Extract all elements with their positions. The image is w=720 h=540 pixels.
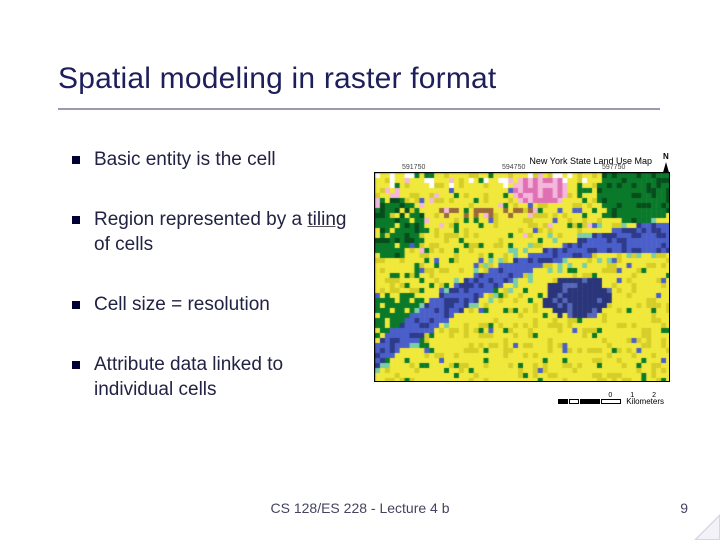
slide: Spatial modeling in raster format Basic … [0, 0, 720, 540]
bullet-text: Cell size = resolution [94, 293, 356, 317]
bullet-post: of cells [94, 234, 153, 255]
list-item: Cell size = resolution [72, 293, 356, 317]
bullet-marker-icon [72, 301, 80, 309]
slide-footer: CS 128/ES 228 - Lecture 4 b [0, 500, 720, 516]
axis-tick-label: 594750 [502, 164, 525, 171]
scalebar-segment [569, 399, 579, 404]
bullet-text: Basic entity is the cell [94, 148, 356, 172]
bullet-text: Region represented by a tiling of cells [94, 208, 356, 257]
title-underline [58, 108, 660, 110]
list-item: Attribute data linked to individual cell… [72, 353, 356, 402]
axis-tick-label: 591750 [402, 164, 425, 171]
bullet-marker-icon [72, 216, 80, 224]
bullet-text: Attribute data linked to individual cell… [94, 353, 356, 402]
bullet-underlined: tiling [307, 209, 346, 230]
axis-tick-label: 597750 [602, 164, 625, 171]
list-item: Region represented by a tiling of cells [72, 208, 356, 257]
bullet-pre: Region represented by a [94, 209, 307, 230]
bullet-pre: Attribute data linked to individual cell… [94, 354, 283, 399]
scalebar-segment [558, 399, 568, 404]
scalebar: Kilometers [558, 397, 664, 406]
bullet-marker-icon [72, 156, 80, 164]
map-title: New York State Land Use Map [529, 156, 652, 166]
raster-canvas [375, 173, 670, 382]
page-number: 9 [680, 500, 688, 516]
corner-fold-icon [694, 514, 720, 540]
north-label: N [663, 152, 669, 161]
scalebar-segment [601, 399, 621, 404]
map-figure: New York State Land Use Map N 591750 594… [362, 150, 682, 412]
slide-title: Spatial modeling in raster format [58, 62, 496, 96]
raster-map [374, 172, 670, 382]
scalebar-segment [580, 399, 600, 404]
bullet-pre: Basic entity is the cell [94, 149, 276, 170]
scalebar-unit: Kilometers [626, 397, 664, 406]
bullet-marker-icon [72, 361, 80, 369]
bullet-pre: Cell size = resolution [94, 294, 270, 315]
bullet-list: Basic entity is the cell Region represen… [72, 148, 356, 438]
list-item: Basic entity is the cell [72, 148, 356, 172]
